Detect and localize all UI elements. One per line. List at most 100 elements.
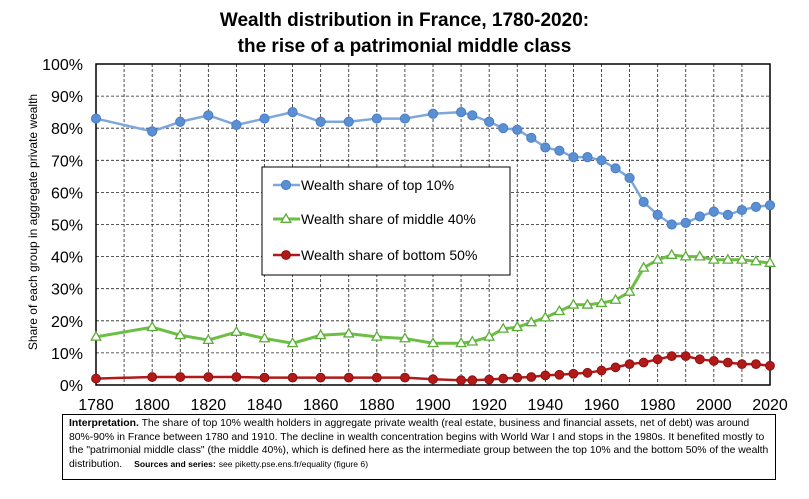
legend-item-middle-40: Wealth share of middle 40% bbox=[273, 211, 476, 227]
middle-40-point bbox=[314, 328, 327, 340]
middle-40-point bbox=[230, 325, 243, 336]
middle-40-point bbox=[202, 333, 215, 345]
bottom-50-point bbox=[147, 372, 158, 382]
middle-40-point bbox=[665, 248, 678, 259]
middle-40-point bbox=[679, 250, 692, 261]
bottom-50-point bbox=[315, 372, 326, 383]
top-10-point bbox=[568, 151, 579, 163]
bottom-50-point bbox=[400, 372, 410, 383]
top-10-point bbox=[680, 217, 691, 228]
middle-40-point bbox=[553, 304, 566, 316]
bottom-50-point bbox=[722, 357, 733, 368]
legend-swatch-marker bbox=[280, 212, 292, 223]
top-10-point bbox=[498, 123, 509, 134]
y-tick-label: 40% bbox=[51, 250, 83, 267]
top-10-point bbox=[736, 204, 748, 216]
legend: Wealth share of top 10% Wealth share of … bbox=[261, 166, 511, 276]
x-tick-label: 1940 bbox=[528, 397, 564, 414]
top-10-point bbox=[315, 116, 326, 127]
bottom-50-point bbox=[175, 372, 186, 382]
interpretation-note: Interpretation. The share of top 10% wea… bbox=[62, 414, 776, 480]
top-10-point bbox=[399, 113, 411, 124]
top-10-point bbox=[540, 142, 551, 153]
x-tick-label: 1860 bbox=[303, 397, 339, 414]
bottom-50-point bbox=[708, 356, 719, 366]
top-10-point bbox=[638, 196, 649, 208]
bottom-50-point bbox=[765, 360, 775, 371]
legend-swatch-marker bbox=[280, 179, 292, 191]
chart-title-block: Wealth distribution in France, 1780-2020… bbox=[0, 8, 809, 60]
top-10-point bbox=[259, 113, 270, 124]
y-tick-label: 60% bbox=[51, 185, 83, 202]
legend-label-top-10: Wealth share of top 10% bbox=[301, 177, 454, 193]
y-tick-label: 50% bbox=[51, 218, 83, 235]
bottom-50-point bbox=[512, 372, 523, 383]
top-10-point bbox=[582, 151, 593, 163]
legend-item-bottom-50: Wealth share of bottom 50% bbox=[273, 247, 477, 263]
x-tick-label: 1820 bbox=[191, 397, 227, 414]
x-tick-label: 2000 bbox=[696, 397, 732, 414]
bottom-50-point bbox=[371, 372, 382, 383]
bottom-50-point bbox=[456, 375, 466, 386]
middle-40-point bbox=[483, 330, 496, 341]
series-bottom-50 bbox=[91, 351, 775, 386]
bottom-50-point bbox=[680, 351, 691, 362]
bottom-50-point bbox=[568, 368, 579, 379]
top-10-point bbox=[526, 132, 537, 143]
y-tick-label: 20% bbox=[51, 314, 83, 331]
bottom-50-point bbox=[666, 351, 677, 362]
legend-box bbox=[261, 166, 511, 276]
top-10-point bbox=[666, 219, 677, 230]
top-10-point bbox=[455, 107, 467, 118]
y-axis-title: Share of each group in aggregate private… bbox=[26, 94, 40, 350]
x-tick-label: 2020 bbox=[752, 397, 788, 414]
bottom-50-point bbox=[343, 372, 354, 383]
interpretation-text: The share of top 10% wealth holders in a… bbox=[69, 418, 769, 470]
middle-40-point bbox=[398, 332, 411, 343]
top-10-point bbox=[287, 107, 298, 118]
top-10-point bbox=[624, 172, 635, 184]
y-tick-label: 90% bbox=[51, 89, 83, 106]
top-10-point bbox=[147, 126, 158, 137]
x-tick-label: 1780 bbox=[78, 397, 114, 414]
legend-swatch-marker bbox=[281, 250, 291, 260]
bottom-50-point bbox=[484, 374, 495, 385]
top-10-point bbox=[343, 116, 354, 127]
series-middle-40 bbox=[90, 248, 776, 348]
bottom-50-point bbox=[610, 362, 621, 373]
x-tick-label: 1840 bbox=[247, 397, 283, 414]
bottom-50-point bbox=[596, 365, 607, 376]
middle-40-point bbox=[511, 320, 524, 332]
top-10-point bbox=[203, 110, 214, 121]
series-top-10 bbox=[90, 107, 776, 230]
bottom-50-point bbox=[751, 359, 761, 370]
middle-40-point bbox=[258, 332, 271, 343]
top-10-point bbox=[610, 163, 621, 174]
top-10-point bbox=[175, 116, 186, 127]
x-tick-label: 1880 bbox=[359, 397, 395, 414]
top-10-point bbox=[694, 211, 705, 222]
interpretation-label: Interpretation. bbox=[69, 418, 139, 429]
middle-40-point bbox=[637, 261, 650, 272]
y-axis-ticks: 0% 10% 20% 30% 40% 50% 60% 70% 80% 90% 100% bbox=[42, 57, 83, 395]
x-tick-label: 1960 bbox=[584, 397, 620, 414]
bottom-50-point bbox=[259, 372, 270, 383]
series-layer bbox=[90, 107, 776, 386]
middle-40-point bbox=[651, 253, 664, 264]
x-tick-label: 1980 bbox=[640, 397, 676, 414]
middle-40-point bbox=[90, 330, 102, 341]
middle-40-point bbox=[595, 296, 608, 308]
middle-40-point bbox=[567, 298, 580, 309]
middle-40-point bbox=[286, 336, 299, 348]
top-10-point bbox=[231, 119, 242, 131]
bottom-50-point bbox=[554, 369, 565, 380]
top-10-point bbox=[708, 206, 719, 217]
top-10-point bbox=[512, 124, 523, 135]
legend-item-top-10: Wealth share of top 10% bbox=[273, 177, 454, 193]
y-tick-label: 80% bbox=[51, 121, 83, 138]
bottom-50-point bbox=[203, 372, 214, 382]
plot-frame bbox=[95, 63, 771, 386]
middle-40-point bbox=[764, 256, 776, 267]
bottom-50-point bbox=[287, 372, 298, 383]
